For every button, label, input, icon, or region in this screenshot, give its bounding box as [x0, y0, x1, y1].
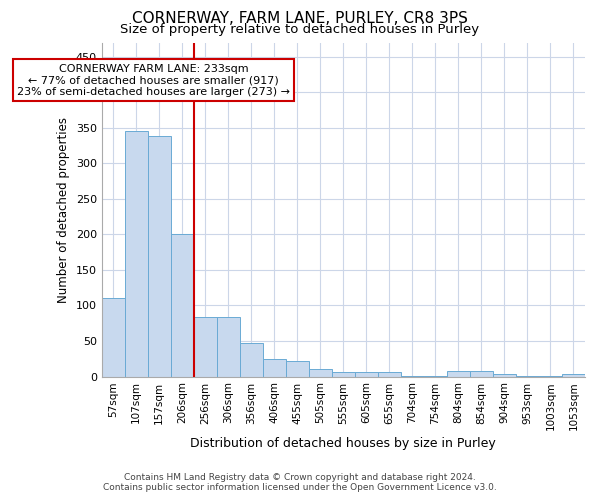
- Text: Size of property relative to detached houses in Purley: Size of property relative to detached ho…: [121, 22, 479, 36]
- Bar: [101, 298, 125, 376]
- Bar: [332, 372, 355, 376]
- Bar: [125, 130, 148, 376]
- Bar: [355, 372, 378, 376]
- Bar: [194, 317, 217, 376]
- Text: CORNERWAY, FARM LANE, PURLEY, CR8 3PS: CORNERWAY, FARM LANE, PURLEY, CR8 3PS: [132, 11, 468, 26]
- Bar: [470, 371, 493, 376]
- Text: CORNERWAY FARM LANE: 233sqm
← 77% of detached houses are smaller (917)
23% of se: CORNERWAY FARM LANE: 233sqm ← 77% of det…: [17, 64, 290, 97]
- Bar: [447, 371, 470, 376]
- Bar: [493, 374, 516, 376]
- Bar: [240, 343, 263, 376]
- Bar: [148, 136, 171, 376]
- Bar: [171, 234, 194, 376]
- Bar: [378, 372, 401, 376]
- Text: Contains HM Land Registry data © Crown copyright and database right 2024.
Contai: Contains HM Land Registry data © Crown c…: [103, 473, 497, 492]
- Bar: [286, 361, 309, 376]
- Y-axis label: Number of detached properties: Number of detached properties: [57, 116, 70, 302]
- Bar: [217, 317, 240, 376]
- Bar: [263, 359, 286, 376]
- Bar: [562, 374, 585, 376]
- X-axis label: Distribution of detached houses by size in Purley: Distribution of detached houses by size …: [190, 437, 496, 450]
- Bar: [309, 369, 332, 376]
